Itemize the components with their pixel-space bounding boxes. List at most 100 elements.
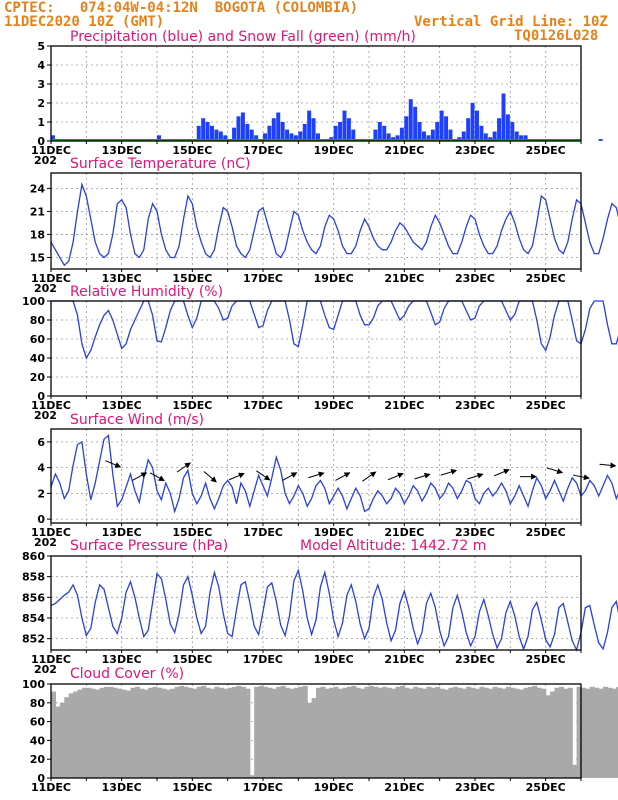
precip-xtick-label: 21DEC — [384, 144, 424, 157]
precip-bar — [267, 125, 272, 141]
cloud-bar — [426, 686, 432, 778]
wind-year-fragment: 202 — [34, 536, 57, 549]
cloud-bar — [170, 688, 176, 778]
wind-ytick-label: 4 — [37, 462, 45, 475]
cloud-bar — [324, 688, 330, 778]
pressure-xtick-label: 19DEC — [314, 653, 354, 666]
pressure-xtick-label: 23DEC — [455, 653, 495, 666]
cloud-bar — [187, 687, 193, 778]
precip-bar — [51, 135, 55, 141]
temp-frame — [50, 172, 582, 270]
precip-bar — [298, 131, 303, 141]
cloud-xtick-label: 25DEC — [526, 781, 566, 794]
cloud-ytick-label: 60 — [30, 716, 46, 729]
precip-bar — [523, 135, 528, 141]
precip-bar — [426, 135, 431, 141]
pressure-xtick-label: 17DEC — [243, 653, 283, 666]
cloud-title: Cloud Cover (%) — [70, 666, 184, 682]
rh-plot: 0 20 40 60 80 100 11DEC 13DEC 15DEC 17DEC 19DEC 21D… — [22, 295, 618, 422]
cloud-bar — [205, 687, 211, 778]
cloud-bar — [351, 685, 357, 778]
cloud-bar — [541, 688, 547, 778]
cloud-bar — [240, 686, 246, 778]
cloud-bar — [355, 687, 361, 778]
cloud-bar — [134, 686, 140, 778]
precip-xtick-label: 25DEC — [526, 144, 566, 157]
cloud-bar — [470, 687, 476, 778]
precip-frame — [50, 45, 582, 142]
precip-bar — [395, 135, 400, 141]
wind-arrow — [132, 472, 148, 481]
rh-xtick-label: 23DEC — [455, 399, 495, 412]
cloud-bar — [501, 688, 507, 778]
precip-bar — [382, 125, 387, 141]
temp-plot: 15 18 21 24 11DEC 13DEC 15DEC 17DEC 19DEC 21DEC 23… — [30, 172, 618, 295]
cloud-bar — [165, 689, 171, 778]
cloud-bar — [492, 686, 498, 778]
cloud-bar — [448, 687, 454, 778]
cloud-bar — [528, 686, 534, 778]
cloud-xtick-label: 15DEC — [172, 781, 212, 794]
cloud-bar — [104, 686, 110, 778]
wind-arrow — [228, 472, 245, 481]
precip-bar — [223, 135, 228, 141]
cloud-bar — [329, 687, 335, 778]
cloud-bar — [267, 687, 273, 778]
cloud-bar — [95, 689, 101, 778]
cloud-bar — [395, 686, 401, 778]
precip-bar — [386, 133, 391, 141]
precip-bar — [342, 110, 347, 141]
precip-bar — [333, 125, 338, 141]
cloud-bar — [157, 687, 163, 778]
cloud-bar — [271, 688, 277, 778]
precip-bar — [417, 122, 422, 141]
cloud-bar — [298, 686, 304, 778]
pressure-xtick-label: 11DEC — [31, 653, 71, 666]
precip-ytick-label: 3 — [37, 78, 45, 91]
precip-bar — [210, 125, 214, 141]
precip-bar — [249, 129, 254, 141]
cloud-bar — [68, 693, 74, 778]
cloud-bar — [488, 688, 494, 778]
wind-arrow — [282, 472, 298, 481]
cloud-bar — [399, 685, 405, 778]
cloud-bar — [289, 688, 295, 778]
temp-xtick-label: 17DEC — [243, 272, 283, 285]
precip-bar — [245, 123, 250, 141]
cloud-bar — [139, 688, 145, 778]
cloud-bar — [223, 688, 229, 778]
model-altitude-note: Model Altitude: 1442.72 m — [300, 538, 486, 554]
cloud-bar — [377, 687, 383, 778]
precip-bar — [466, 118, 471, 141]
precip-xtick-label: 19DEC — [314, 144, 354, 157]
cloud-bar — [77, 689, 83, 778]
cloud-xtick-label: 13DEC — [102, 781, 142, 794]
cloud-bar — [174, 686, 180, 778]
cloud-frame — [50, 683, 582, 779]
cloud-bar — [249, 775, 255, 778]
cloud-bar — [143, 689, 149, 778]
temp-xtick-label: 13DEC — [102, 272, 142, 285]
pressure-year-fragment: 202 — [34, 663, 57, 676]
precip-bar — [479, 125, 484, 141]
pressure-ytick-label: 858 — [22, 571, 45, 584]
cloud-bar — [179, 685, 185, 778]
cloud-bar — [558, 686, 564, 778]
cloud-bar — [183, 686, 189, 778]
precip-bar — [377, 122, 382, 141]
cloud-ytick-label: 40 — [30, 734, 46, 747]
cloud-bar — [280, 685, 286, 778]
precip-bar — [408, 99, 413, 141]
cloud-plot: 0 20 40 60 80 100 11DEC 13DEC 15DEC 17DEC 19DEC 21D… — [22, 678, 618, 794]
precip-bar — [218, 131, 223, 141]
pressure-ytick-label: 854 — [22, 612, 45, 625]
precip-year-fragment: 202 — [34, 154, 57, 167]
precip-bar — [302, 123, 307, 141]
cloud-bar — [320, 686, 326, 778]
temp-series-line — [50, 182, 618, 267]
cloud-bar — [567, 687, 573, 778]
cloud-bar — [497, 687, 503, 778]
precip-xtick-label: 23DEC — [455, 144, 495, 157]
cloud-xtick-label: 17DEC — [243, 781, 283, 794]
